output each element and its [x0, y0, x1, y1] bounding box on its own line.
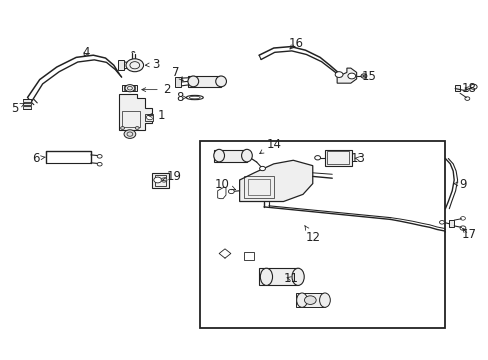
Bar — [22, 99, 31, 102]
Text: 16: 16 — [287, 36, 303, 50]
Circle shape — [314, 156, 320, 160]
Circle shape — [97, 162, 102, 166]
Circle shape — [135, 127, 139, 130]
Text: 15: 15 — [361, 69, 375, 82]
Bar — [122, 85, 137, 91]
Bar — [118, 60, 123, 70]
Bar — [144, 114, 153, 121]
Ellipse shape — [291, 268, 304, 285]
Text: 9: 9 — [453, 178, 466, 191]
Text: 1: 1 — [148, 109, 165, 122]
Text: 8: 8 — [176, 91, 186, 104]
Text: 14: 14 — [259, 138, 281, 154]
Bar — [175, 77, 181, 87]
Ellipse shape — [215, 76, 226, 87]
Text: 10: 10 — [215, 178, 235, 191]
Text: 2: 2 — [142, 83, 170, 96]
Text: 6: 6 — [32, 152, 45, 165]
Ellipse shape — [241, 149, 252, 162]
Bar — [213, 149, 246, 162]
Text: 13: 13 — [349, 152, 365, 165]
Circle shape — [347, 73, 355, 79]
Bar — [123, 86, 135, 90]
Bar — [259, 268, 298, 285]
Polygon shape — [119, 94, 152, 130]
Ellipse shape — [319, 293, 330, 307]
Circle shape — [124, 130, 136, 138]
Bar — [243, 252, 254, 260]
Circle shape — [469, 84, 476, 89]
Bar — [199, 140, 445, 328]
Bar — [244, 176, 273, 198]
Ellipse shape — [187, 76, 198, 87]
Bar — [122, 111, 140, 127]
Ellipse shape — [260, 268, 272, 285]
Bar — [448, 220, 453, 227]
Polygon shape — [239, 160, 312, 202]
Text: 19: 19 — [162, 170, 181, 183]
Circle shape — [304, 296, 316, 305]
Circle shape — [97, 154, 102, 158]
Bar — [248, 179, 269, 195]
Text: 17: 17 — [460, 228, 475, 241]
Bar — [295, 293, 325, 307]
Bar — [325, 149, 351, 166]
Text: 5: 5 — [11, 102, 24, 115]
Circle shape — [126, 59, 143, 72]
Bar — [22, 103, 31, 105]
Ellipse shape — [213, 149, 224, 162]
Text: 3: 3 — [145, 58, 159, 71]
Circle shape — [334, 72, 342, 77]
Circle shape — [439, 221, 444, 224]
Text: 4: 4 — [82, 46, 90, 59]
Text: 18: 18 — [460, 82, 475, 95]
Text: 11: 11 — [283, 272, 298, 285]
Text: 12: 12 — [304, 226, 320, 244]
Circle shape — [146, 115, 153, 120]
Circle shape — [259, 166, 265, 171]
Bar — [22, 106, 31, 109]
Circle shape — [161, 178, 166, 182]
Circle shape — [360, 74, 366, 78]
Circle shape — [154, 177, 161, 183]
Bar — [187, 76, 221, 87]
Text: 7: 7 — [172, 66, 183, 81]
Bar — [152, 173, 168, 188]
Ellipse shape — [296, 293, 307, 307]
Bar — [295, 270, 299, 283]
Bar — [327, 151, 348, 164]
Bar — [155, 175, 165, 186]
Polygon shape — [336, 68, 356, 83]
Circle shape — [228, 189, 234, 194]
Bar — [454, 85, 459, 91]
Circle shape — [125, 85, 135, 92]
Circle shape — [121, 127, 124, 130]
